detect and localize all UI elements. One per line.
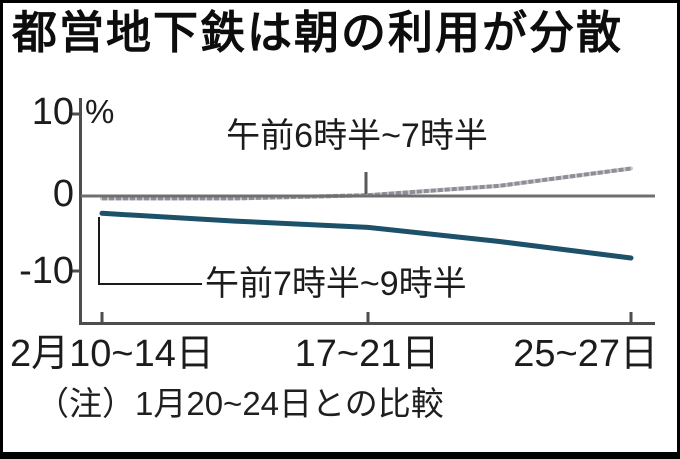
- chart-title: 都営地下鉄は朝の利用が分散: [12, 7, 624, 58]
- x-tick-label-period1: 2月10~14日: [10, 333, 214, 375]
- y-tick-label-plus10: 10: [31, 91, 74, 133]
- x-tick-label-period3: 25~27日: [513, 333, 658, 375]
- series-label-peak-window: 午前7時半~9時半: [205, 265, 467, 303]
- chart-plot: [70, 98, 655, 325]
- y-tick-label-minus10: -10: [19, 250, 74, 292]
- x-tick-label-period2: 17~21日: [294, 333, 440, 375]
- series-label-early-window: 午前6時半~7時半: [226, 117, 488, 155]
- leader-line-peak-label: [98, 217, 202, 285]
- y-axis-unit-label: %: [85, 93, 115, 130]
- footnote: （注）1月20~24日との比較: [36, 385, 444, 422]
- y-tick-label-zero: 0: [52, 173, 74, 215]
- series-line-peak: [99, 210, 634, 261]
